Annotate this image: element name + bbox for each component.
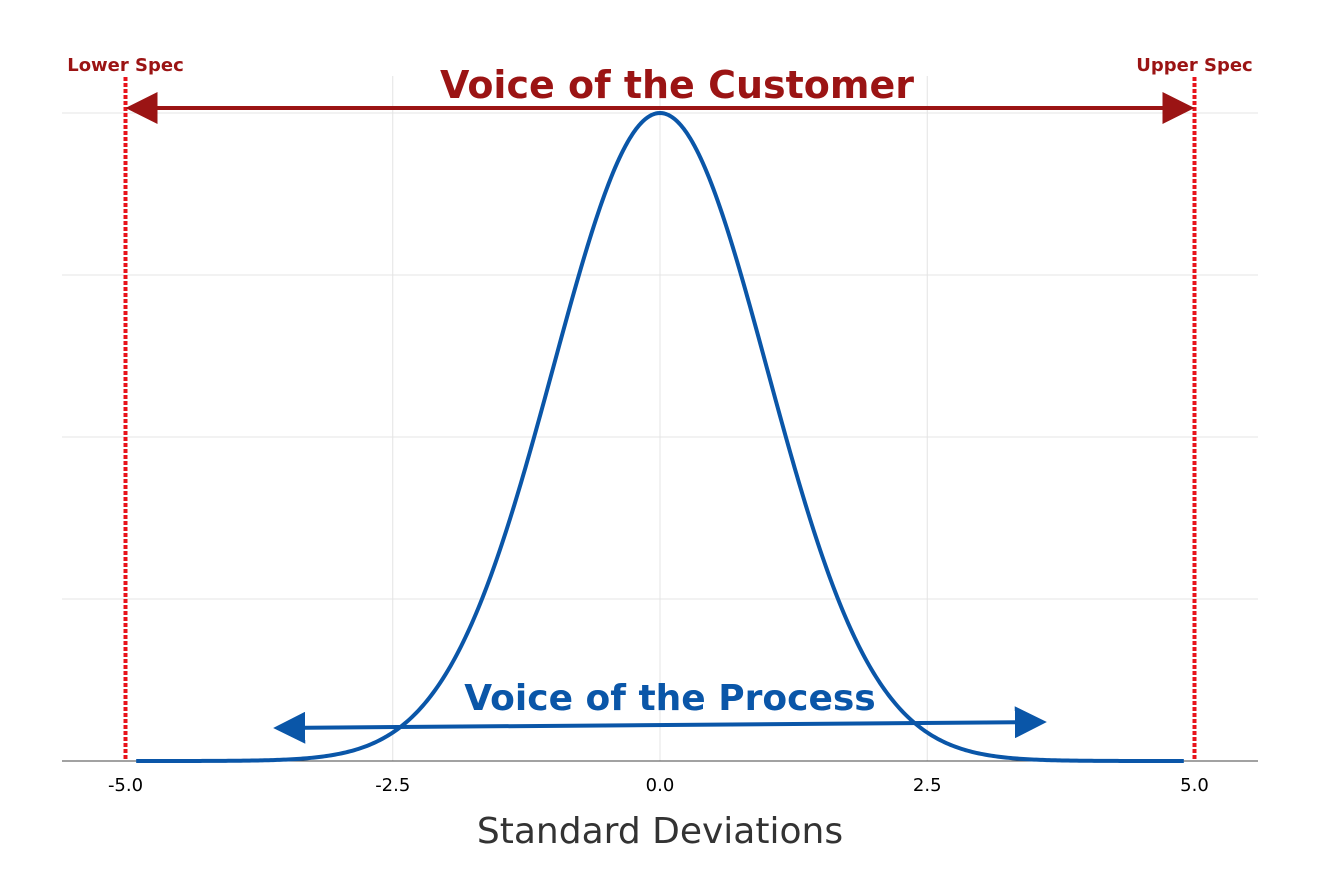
upper-spec-label: Upper Spec bbox=[1136, 55, 1252, 76]
x-tick-label: -2.5 bbox=[375, 775, 410, 796]
voice-of-process-label: Voice of the Process bbox=[464, 678, 875, 719]
x-tick-label: 5.0 bbox=[1180, 775, 1209, 796]
grid-lines bbox=[62, 76, 1258, 761]
x-axis-title: Standard Deviations bbox=[477, 811, 843, 852]
x-tick-label: 0.0 bbox=[646, 775, 675, 796]
voice-of-customer-label: Voice of the Customer bbox=[440, 63, 914, 107]
x-tick-label: 2.5 bbox=[913, 775, 942, 796]
lower-spec-label: Lower Spec bbox=[67, 55, 184, 76]
process-range-arrow bbox=[273, 706, 1047, 744]
x-tick-labels: -5.0 -2.5 0.0 2.5 5.0 bbox=[108, 775, 1209, 796]
x-tick-label: -5.0 bbox=[108, 775, 143, 796]
spec-limits-layer bbox=[123, 77, 1197, 761]
